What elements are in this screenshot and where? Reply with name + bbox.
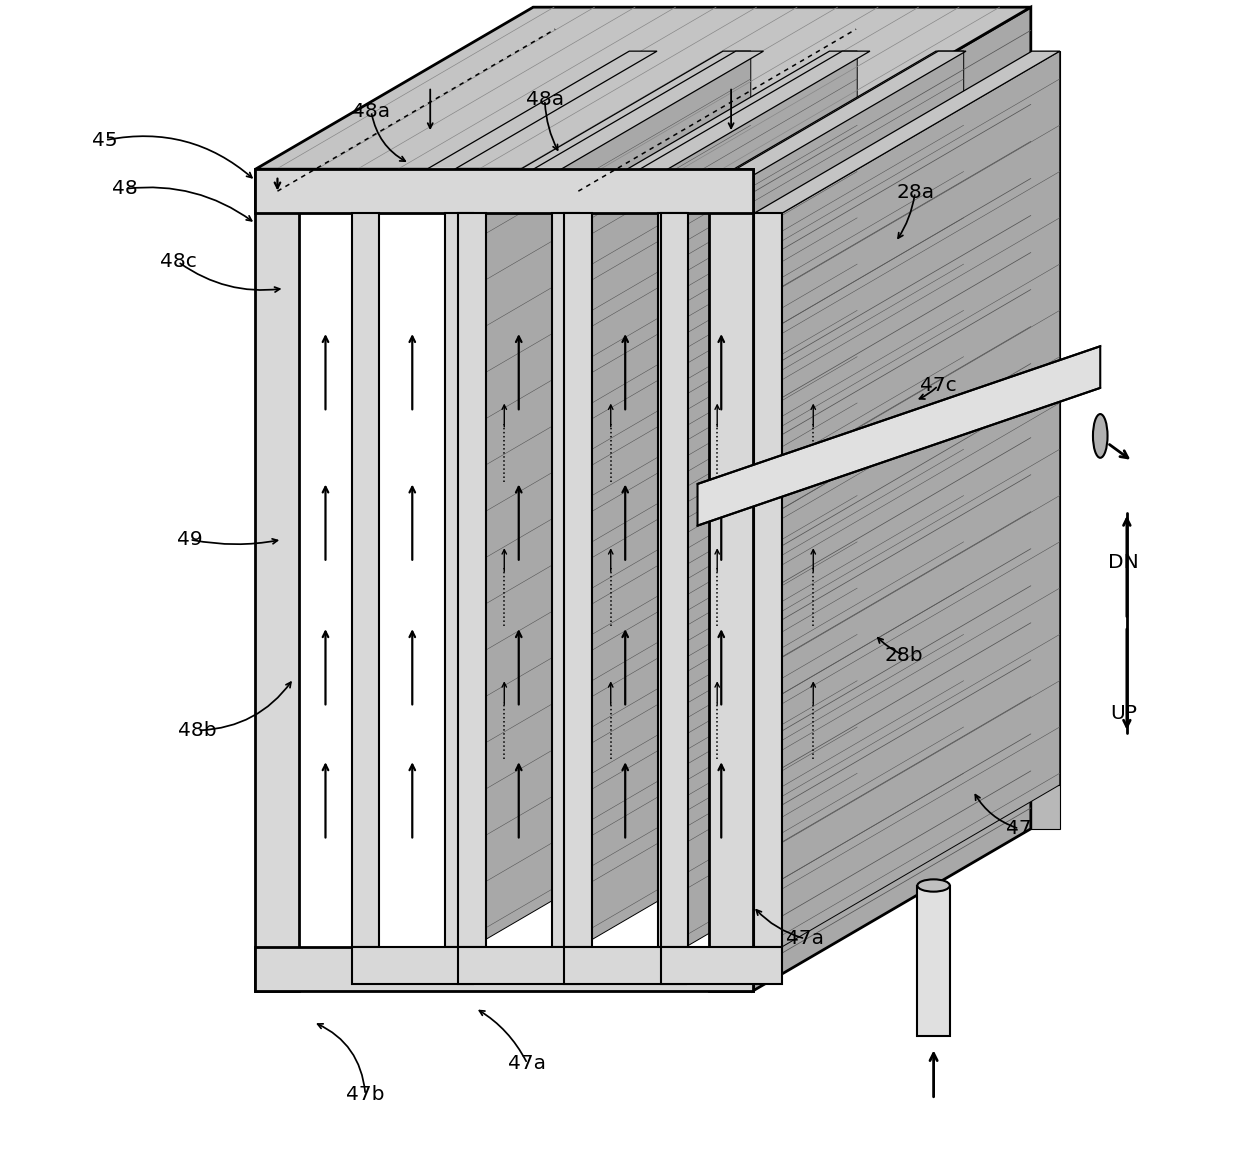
Polygon shape: [842, 785, 963, 828]
Ellipse shape: [1092, 414, 1107, 458]
Text: 48c: 48c: [160, 252, 196, 271]
Polygon shape: [1032, 51, 1060, 785]
Text: 47c: 47c: [920, 376, 956, 396]
Polygon shape: [987, 7, 1030, 828]
Text: 47a: 47a: [786, 929, 825, 948]
Polygon shape: [918, 885, 950, 1036]
Polygon shape: [564, 947, 686, 984]
Polygon shape: [255, 7, 1030, 169]
Polygon shape: [658, 213, 686, 947]
Polygon shape: [735, 785, 857, 828]
Ellipse shape: [918, 879, 950, 892]
Polygon shape: [351, 213, 379, 947]
Polygon shape: [723, 51, 750, 785]
Polygon shape: [552, 51, 857, 213]
Text: 47a: 47a: [508, 1054, 547, 1073]
Polygon shape: [552, 213, 579, 947]
Text: 48: 48: [112, 180, 138, 198]
Polygon shape: [458, 51, 764, 213]
Polygon shape: [661, 947, 782, 984]
Polygon shape: [458, 213, 486, 947]
Polygon shape: [735, 51, 764, 785]
Polygon shape: [351, 947, 472, 984]
Polygon shape: [939, 51, 966, 785]
Polygon shape: [753, 7, 1030, 991]
Polygon shape: [533, 7, 1030, 51]
Polygon shape: [782, 51, 1060, 947]
Polygon shape: [754, 51, 1060, 213]
Polygon shape: [686, 51, 963, 947]
Text: 47b: 47b: [346, 1086, 384, 1104]
Text: 45: 45: [92, 131, 118, 150]
Polygon shape: [255, 947, 753, 991]
Text: 48b: 48b: [179, 720, 217, 740]
Polygon shape: [579, 51, 857, 947]
Text: 48a: 48a: [526, 90, 564, 109]
Text: 28a: 28a: [897, 183, 934, 202]
Polygon shape: [661, 213, 688, 947]
Text: 28b: 28b: [884, 646, 923, 665]
Polygon shape: [842, 51, 870, 785]
Polygon shape: [533, 7, 577, 828]
Polygon shape: [445, 213, 472, 947]
Polygon shape: [754, 213, 782, 947]
Polygon shape: [629, 785, 750, 828]
Polygon shape: [458, 947, 579, 984]
Polygon shape: [658, 51, 963, 213]
Polygon shape: [351, 51, 657, 213]
Polygon shape: [564, 51, 870, 213]
Polygon shape: [661, 51, 966, 213]
Polygon shape: [709, 169, 753, 991]
Polygon shape: [255, 169, 753, 213]
Polygon shape: [939, 785, 1060, 828]
Text: DN: DN: [1109, 553, 1138, 572]
Polygon shape: [472, 51, 750, 947]
Polygon shape: [936, 51, 963, 785]
Polygon shape: [698, 346, 1100, 525]
Polygon shape: [564, 213, 593, 947]
Polygon shape: [830, 51, 857, 785]
Text: 47: 47: [1007, 819, 1032, 839]
Polygon shape: [533, 785, 1030, 828]
Polygon shape: [629, 51, 657, 785]
Text: 48a: 48a: [352, 102, 391, 121]
Text: 49: 49: [177, 530, 202, 549]
Polygon shape: [445, 51, 750, 213]
Text: UP: UP: [1110, 704, 1137, 723]
Polygon shape: [255, 169, 299, 991]
